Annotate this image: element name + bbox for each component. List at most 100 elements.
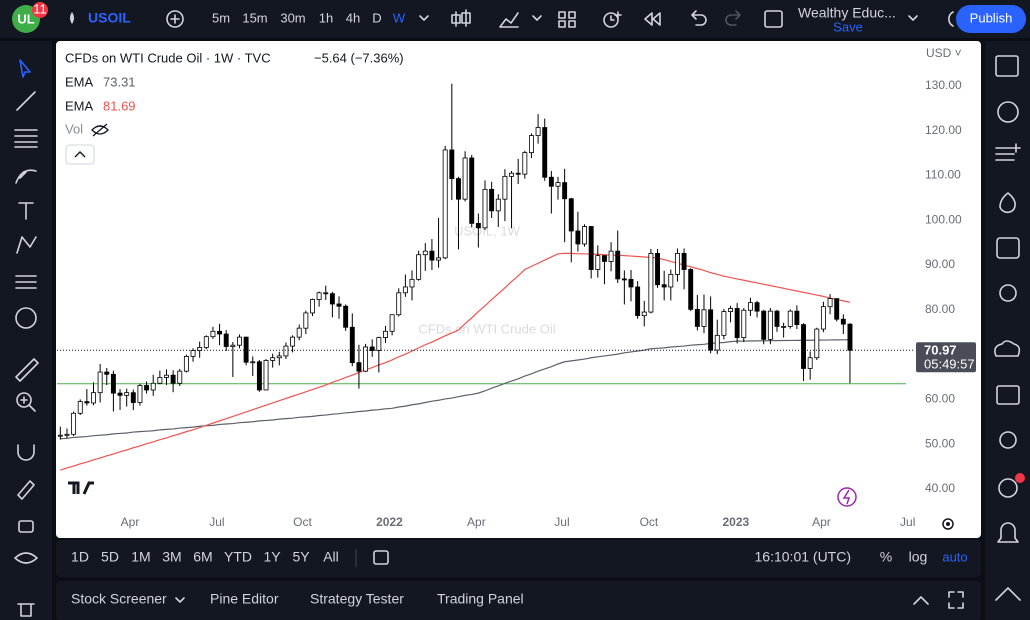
pattern-tool[interactable] [16, 236, 37, 254]
candle-body [575, 230, 581, 245]
brush-tool[interactable] [15, 169, 37, 184]
range-button[interactable]: YTD [224, 549, 252, 565]
range-button[interactable]: 3M [162, 549, 181, 565]
hide-tool[interactable] [14, 552, 38, 564]
chats-button[interactable] [996, 385, 1020, 405]
watchlist-button[interactable] [995, 55, 1019, 77]
candle-body [256, 361, 262, 391]
goto-date-button[interactable] [373, 550, 389, 565]
interval-button[interactable]: W [393, 10, 406, 25]
percent-toggle[interactable]: % [880, 549, 892, 565]
lock-tool[interactable] [18, 520, 34, 533]
ema-legend-name[interactable]: EMA [65, 98, 94, 113]
indicators-button[interactable] [499, 12, 519, 28]
help-button[interactable] [995, 587, 1021, 601]
collapse-legend[interactable] [65, 144, 95, 165]
candle-body [648, 252, 654, 313]
fib-tool[interactable] [14, 129, 38, 148]
publish-label[interactable]: Publish [970, 10, 1013, 25]
interval-button[interactable]: 15m [242, 10, 267, 25]
range-button[interactable]: 5Y [292, 549, 310, 565]
candle-body [323, 292, 329, 295]
clock[interactable]: 16:10:01 (UTC) [755, 549, 851, 565]
events-button[interactable] [837, 487, 857, 507]
logo[interactable]: UL 11 [12, 1, 48, 33]
hidden-icon[interactable] [91, 123, 109, 137]
add-symbol[interactable] [166, 10, 184, 28]
magnet-tool[interactable] [17, 444, 35, 461]
lock-drawing-tool[interactable] [17, 480, 35, 500]
interval-button[interactable]: D [372, 10, 381, 25]
ideas-button[interactable] [999, 284, 1017, 302]
live-button[interactable] [998, 478, 1018, 498]
panel-tab[interactable]: Trading Panel [437, 591, 524, 607]
layout-button[interactable] [558, 11, 576, 28]
redo-button[interactable] [725, 10, 741, 26]
interval-button[interactable]: 30m [280, 10, 305, 25]
log-toggle[interactable]: log [909, 549, 928, 565]
signals-button[interactable] [999, 431, 1017, 449]
calendar-button[interactable] [996, 237, 1020, 259]
range-button[interactable]: 1Y [263, 549, 281, 565]
settings-partial[interactable] [948, 11, 954, 27]
interval-dropdown[interactable] [419, 15, 429, 21]
candle-body [197, 347, 203, 351]
candle-body [150, 382, 156, 391]
candle-body [595, 255, 601, 270]
chart-type-button[interactable] [451, 9, 471, 27]
indicators-dropdown[interactable] [532, 15, 542, 21]
trend-line-tool[interactable] [16, 91, 36, 111]
save-label[interactable]: Save [833, 19, 863, 34]
range-button[interactable]: 1D [71, 549, 89, 565]
panel-tab[interactable]: Strategy Tester [310, 591, 404, 607]
candle-body [164, 374, 169, 378]
symbol[interactable]: USOIL [88, 10, 131, 26]
layout-name[interactable]: Wealthy Educ... [798, 5, 896, 21]
publish-button[interactable] [956, 5, 1026, 33]
delete-tool[interactable] [17, 603, 35, 617]
candle-body [329, 293, 335, 305]
undo-button[interactable] [691, 10, 707, 26]
replay-button[interactable] [644, 12, 661, 26]
panel-toggle[interactable] [913, 596, 929, 605]
interval-button[interactable]: 1h [319, 10, 333, 25]
range-button[interactable]: 6M [193, 549, 212, 565]
measure-tool[interactable] [15, 358, 39, 382]
layout-dropdown[interactable] [908, 15, 918, 21]
fullscreen-button[interactable] [764, 10, 783, 28]
alerts-button[interactable] [997, 101, 1019, 123]
interval-button[interactable]: 5m [212, 10, 230, 25]
volume-legend[interactable]: Vol [65, 121, 83, 136]
text-tool[interactable] [18, 202, 34, 220]
datawindow-button[interactable] [995, 143, 1021, 161]
currency[interactable]: USD ˅ [926, 46, 962, 60]
range-button[interactable]: 5D [101, 549, 119, 565]
alert-button[interactable] [603, 11, 622, 28]
screener-dropdown[interactable] [175, 597, 185, 603]
candle-body [84, 401, 90, 404]
notifications-button[interactable] [997, 522, 1019, 543]
candle-body [528, 135, 534, 154]
panel-tab[interactable]: Pine Editor [210, 591, 279, 607]
last-price-tag [916, 342, 976, 373]
auto-toggle[interactable]: auto [942, 549, 967, 564]
x-tick-label: 2023 [722, 515, 749, 529]
bottom-panel-bar [56, 581, 981, 620]
streams-button[interactable] [994, 340, 1021, 357]
y-tick-label: 40.00 [925, 481, 955, 495]
hotlist-button[interactable] [999, 192, 1016, 214]
ema-legend-name[interactable]: EMA [65, 74, 94, 89]
emoji-tool[interactable] [15, 307, 37, 329]
candle-body [548, 176, 554, 187]
cursor-tool[interactable] [19, 59, 31, 78]
interval-button[interactable]: 4h [346, 10, 360, 25]
chart-title: CFDs on WTI Crude Oil · 1W · TVC [65, 50, 271, 65]
prediction-tool[interactable] [15, 275, 37, 289]
zoom-tool[interactable] [16, 392, 36, 412]
maximize-panel[interactable] [948, 591, 964, 609]
range-button[interactable]: 1M [131, 549, 150, 565]
chart-settings[interactable] [942, 518, 954, 530]
panel-tab[interactable]: Stock Screener [71, 591, 167, 607]
range-button[interactable]: All [323, 549, 339, 565]
